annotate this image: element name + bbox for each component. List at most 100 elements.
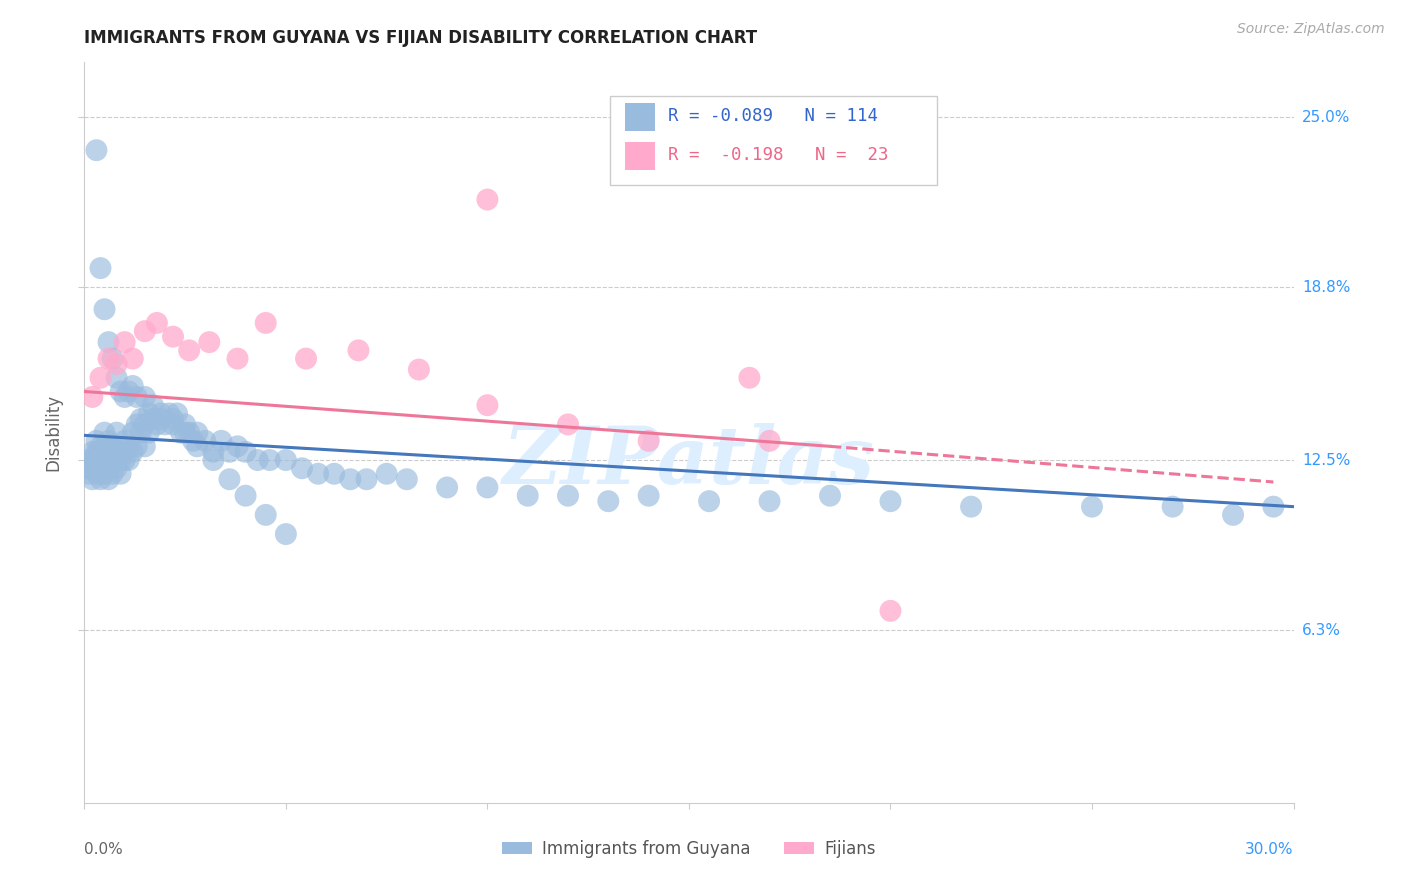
Point xyxy=(146,316,169,330)
Point xyxy=(134,390,156,404)
Point xyxy=(194,434,217,448)
Point xyxy=(202,445,225,459)
Text: R =  -0.198   N =  23: R = -0.198 N = 23 xyxy=(668,146,889,164)
Point xyxy=(118,453,141,467)
Point xyxy=(110,467,132,481)
Point xyxy=(82,445,104,459)
Point xyxy=(134,439,156,453)
Point xyxy=(218,445,240,459)
Point xyxy=(226,351,249,366)
Point xyxy=(186,439,208,453)
Point xyxy=(179,343,201,358)
Point xyxy=(202,453,225,467)
Point xyxy=(142,398,165,412)
Point xyxy=(129,425,152,440)
Point xyxy=(181,434,204,448)
Point xyxy=(738,371,761,385)
Point xyxy=(142,412,165,426)
Point xyxy=(557,489,579,503)
Point xyxy=(101,453,124,467)
Point xyxy=(77,467,100,481)
Point xyxy=(149,412,172,426)
Point xyxy=(879,604,901,618)
Point xyxy=(82,390,104,404)
Point xyxy=(101,351,124,366)
Point xyxy=(637,489,659,503)
Point xyxy=(101,467,124,481)
Text: 12.5%: 12.5% xyxy=(1302,452,1350,467)
Point xyxy=(110,384,132,399)
Point xyxy=(118,384,141,399)
Point xyxy=(375,467,398,481)
Point xyxy=(235,445,257,459)
Point xyxy=(477,480,499,494)
Point xyxy=(162,417,184,432)
Point xyxy=(89,453,111,467)
Point xyxy=(89,439,111,453)
Point xyxy=(125,390,148,404)
Point xyxy=(198,335,221,350)
Point xyxy=(218,472,240,486)
Point xyxy=(1161,500,1184,514)
Point xyxy=(436,480,458,494)
Point xyxy=(77,461,100,475)
Point xyxy=(637,434,659,448)
Point xyxy=(246,453,269,467)
Point xyxy=(174,425,197,440)
Point xyxy=(97,351,120,366)
Legend: Immigrants from Guyana, Fijians: Immigrants from Guyana, Fijians xyxy=(495,833,883,865)
Point xyxy=(114,453,136,467)
Point xyxy=(356,472,378,486)
Point xyxy=(129,412,152,426)
Point xyxy=(138,406,160,420)
Point xyxy=(307,467,329,481)
Point xyxy=(82,472,104,486)
Point xyxy=(82,453,104,467)
Point xyxy=(134,417,156,432)
Point xyxy=(89,371,111,385)
Y-axis label: Disability: Disability xyxy=(45,394,63,471)
Point xyxy=(879,494,901,508)
Point xyxy=(118,439,141,453)
Point xyxy=(818,489,841,503)
Point xyxy=(77,453,100,467)
Point xyxy=(86,143,108,157)
Bar xyxy=(624,103,655,131)
Point xyxy=(86,445,108,459)
Point xyxy=(86,434,108,448)
Point xyxy=(125,417,148,432)
Point xyxy=(121,425,143,440)
Point xyxy=(295,351,318,366)
Point xyxy=(259,453,281,467)
Text: Source: ZipAtlas.com: Source: ZipAtlas.com xyxy=(1237,22,1385,37)
Point xyxy=(960,500,983,514)
Point xyxy=(254,508,277,522)
Point xyxy=(347,343,370,358)
Point xyxy=(274,453,297,467)
Point xyxy=(339,472,361,486)
Point xyxy=(105,357,128,371)
Point xyxy=(557,417,579,432)
Point xyxy=(93,445,115,459)
Point xyxy=(162,412,184,426)
Point xyxy=(82,461,104,475)
Point xyxy=(162,329,184,343)
Point xyxy=(101,439,124,453)
Point xyxy=(477,193,499,207)
Point xyxy=(598,494,620,508)
Point xyxy=(86,461,108,475)
Point xyxy=(114,390,136,404)
Point xyxy=(758,494,780,508)
Point xyxy=(105,425,128,440)
Point xyxy=(89,467,111,481)
Point xyxy=(174,417,197,432)
Point xyxy=(121,351,143,366)
Point xyxy=(97,335,120,350)
Text: 0.0%: 0.0% xyxy=(84,842,124,856)
Point xyxy=(408,362,430,376)
Point xyxy=(395,472,418,486)
Point xyxy=(157,406,180,420)
Text: ZIPatlas: ZIPatlas xyxy=(503,424,875,501)
Text: 18.8%: 18.8% xyxy=(1302,280,1350,294)
Text: R = -0.089   N = 114: R = -0.089 N = 114 xyxy=(668,108,879,126)
